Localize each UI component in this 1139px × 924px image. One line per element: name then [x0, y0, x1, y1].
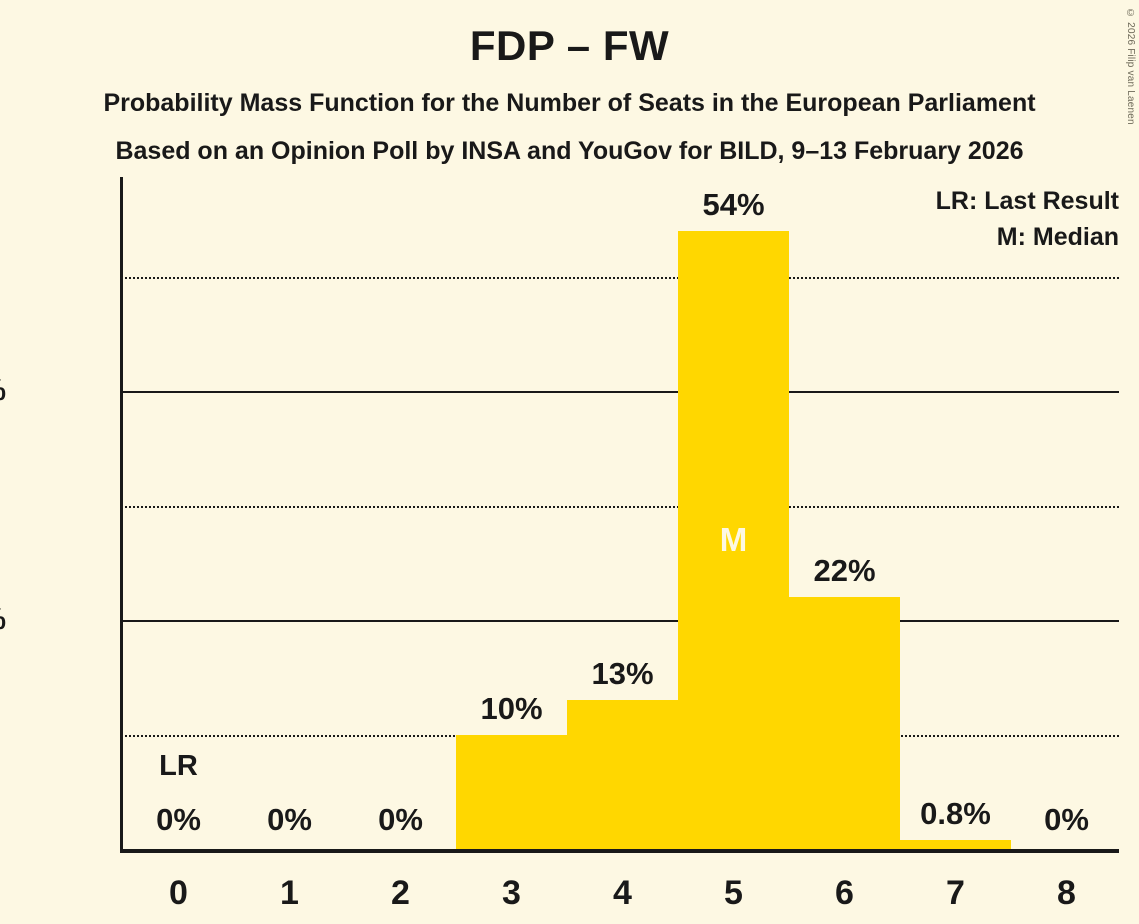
bar-value-label: 13% — [591, 656, 654, 692]
bar-value-label: 0.8% — [920, 795, 991, 831]
bar — [900, 839, 1011, 849]
y-axis-tick-label: 20% — [0, 605, 6, 635]
legend-item-last-result: LR: Last Result — [935, 187, 1119, 215]
gridline-minor — [120, 276, 1119, 279]
chart-subtitle-secondary: Based on an Opinion Poll by INSA and You… — [115, 137, 1024, 165]
x-axis-tick-label: 7 — [946, 874, 965, 912]
x-axis-tick-label: 4 — [613, 874, 632, 912]
gridline-minor — [120, 505, 1119, 508]
bar-value-label: 0% — [156, 802, 201, 837]
x-axis-tick-label: 0 — [169, 874, 188, 912]
bar-value-label: 54% — [702, 186, 765, 222]
bar — [789, 597, 900, 849]
plot-area — [120, 177, 1119, 853]
gridline-major — [120, 391, 1119, 394]
y-axis-tick-label: 40% — [0, 376, 6, 406]
x-axis-tick-label: 3 — [502, 874, 521, 912]
bar-value-label: 10% — [480, 690, 543, 726]
x-axis-tick-label: 8 — [1057, 874, 1076, 912]
x-axis-tick-label: 5 — [724, 874, 743, 912]
median-marker: M — [719, 520, 748, 558]
x-axis-line — [120, 849, 1119, 853]
chart-legend: LR: Last Result M: Median — [936, 183, 1119, 255]
bar-value-label: 22% — [813, 553, 876, 589]
bar-value-label: 0% — [1044, 802, 1089, 837]
x-axis-tick-label: 1 — [280, 874, 299, 912]
y-axis-line — [120, 177, 123, 852]
chart-subtitle-primary: Probability Mass Function for the Number… — [103, 89, 1036, 117]
bar — [456, 734, 567, 849]
last-result-marker: LR — [159, 750, 198, 782]
gridline-major — [120, 620, 1119, 623]
x-axis-tick-label: 6 — [835, 874, 854, 912]
page-title: FDP – FW — [469, 22, 670, 69]
bar — [678, 230, 789, 849]
x-axis-tick-label: 2 — [391, 874, 410, 912]
bar-value-label: 0% — [378, 802, 423, 837]
bar-value-label: 0% — [267, 802, 312, 837]
copyright-notice: © 2026 Filip van Laenen — [1125, 8, 1136, 125]
legend-item-median: M: Median — [996, 223, 1119, 251]
bar — [567, 700, 678, 849]
